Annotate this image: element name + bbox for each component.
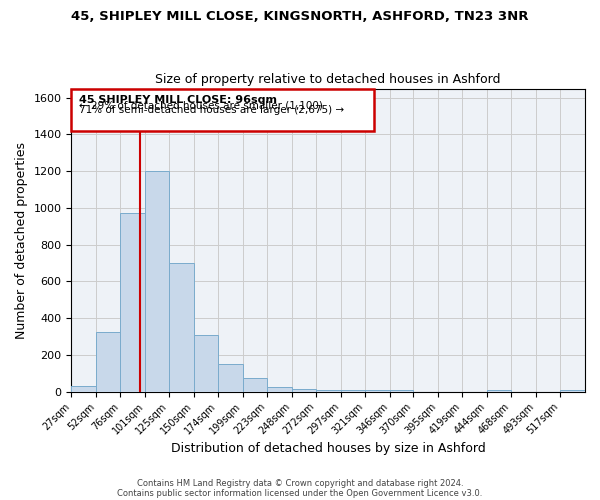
Bar — [218, 364, 243, 392]
Bar — [267, 387, 292, 392]
Bar — [487, 390, 511, 392]
FancyBboxPatch shape — [71, 90, 374, 131]
Bar — [243, 378, 267, 392]
Bar — [316, 390, 341, 392]
Bar — [292, 389, 316, 392]
Bar — [194, 335, 218, 392]
Text: 71% of semi-detached houses are larger (2,675) →: 71% of semi-detached houses are larger (… — [79, 104, 344, 115]
Bar — [389, 390, 413, 392]
Bar — [341, 390, 365, 392]
X-axis label: Distribution of detached houses by size in Ashford: Distribution of detached houses by size … — [171, 442, 485, 455]
Title: Size of property relative to detached houses in Ashford: Size of property relative to detached ho… — [155, 73, 501, 86]
Bar — [560, 390, 585, 392]
Text: ← 29% of detached houses are smaller (1,100): ← 29% of detached houses are smaller (1,… — [79, 100, 323, 110]
Bar — [71, 386, 97, 392]
Text: Contains public sector information licensed under the Open Government Licence v3: Contains public sector information licen… — [118, 488, 482, 498]
Bar — [97, 332, 120, 392]
Y-axis label: Number of detached properties: Number of detached properties — [15, 142, 28, 338]
Bar — [145, 171, 169, 392]
Text: 45 SHIPLEY MILL CLOSE: 96sqm: 45 SHIPLEY MILL CLOSE: 96sqm — [79, 95, 277, 105]
Bar — [120, 214, 145, 392]
Text: 45, SHIPLEY MILL CLOSE, KINGSNORTH, ASHFORD, TN23 3NR: 45, SHIPLEY MILL CLOSE, KINGSNORTH, ASHF… — [71, 10, 529, 23]
Bar — [169, 263, 194, 392]
Text: Contains HM Land Registry data © Crown copyright and database right 2024.: Contains HM Land Registry data © Crown c… — [137, 478, 463, 488]
Bar — [365, 390, 389, 392]
